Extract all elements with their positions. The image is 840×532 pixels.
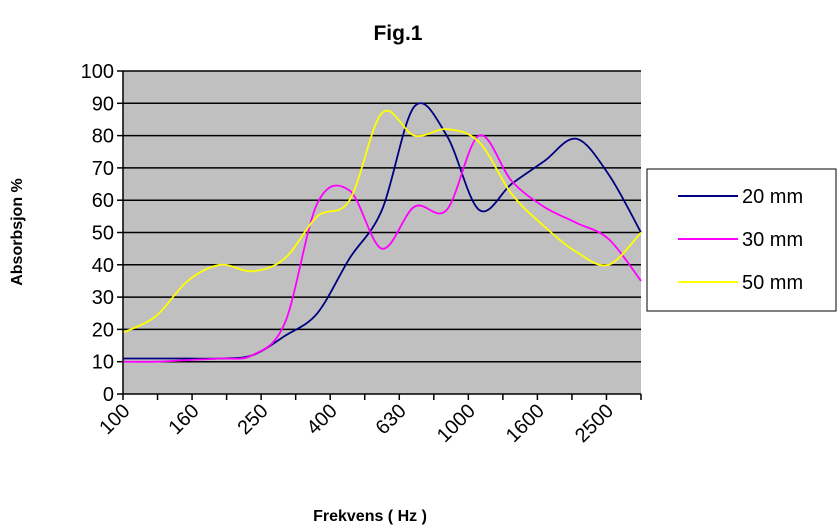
series-lines [122, 102, 642, 363]
y-tick-label: 90 [92, 93, 114, 115]
x-axis-ticks: 100 160 250 400 630 1000 1600 2500 [95, 394, 642, 447]
y-tick-label: 100 [81, 61, 114, 83]
chart-title: Fig.1 [373, 22, 422, 45]
x-tick-label: 2500 [571, 400, 618, 447]
legend-label: 20 mm [742, 186, 803, 208]
x-tick-label: 400 [303, 400, 342, 439]
legend-label: 30 mm [742, 229, 803, 251]
x-tick-label: 250 [234, 400, 273, 439]
x-tick-label: 160 [164, 400, 203, 439]
y-tick-label: 70 [92, 158, 114, 180]
series-line-50-mm [122, 109, 642, 334]
y-axis-title: Absorbsjon % [9, 178, 26, 286]
gridlines [123, 70, 641, 363]
x-tick-label: 100 [95, 400, 134, 439]
x-tick-label: 630 [372, 400, 411, 439]
y-tick-label: 20 [92, 319, 114, 341]
legend: 20 mm 30 mm 50 mm [646, 168, 837, 312]
y-tick-label: 60 [92, 190, 114, 212]
y-tick-label: 30 [92, 287, 114, 309]
y-axis-ticks: 0 10 20 30 40 50 60 70 80 90 100 [81, 61, 123, 406]
y-tick-label: 80 [92, 126, 114, 148]
x-tick-label: 1000 [433, 400, 480, 447]
y-tick-label: 40 [92, 255, 114, 277]
legend-label: 50 mm [742, 272, 803, 294]
x-axis-title: Frekvens ( Hz ) [313, 508, 427, 525]
y-tick-label: 10 [92, 352, 114, 374]
x-tick-label: 1600 [502, 400, 549, 447]
y-tick-label: 50 [92, 223, 114, 245]
y-tick-label: 0 [103, 384, 114, 406]
series-line-30-mm [122, 134, 642, 363]
